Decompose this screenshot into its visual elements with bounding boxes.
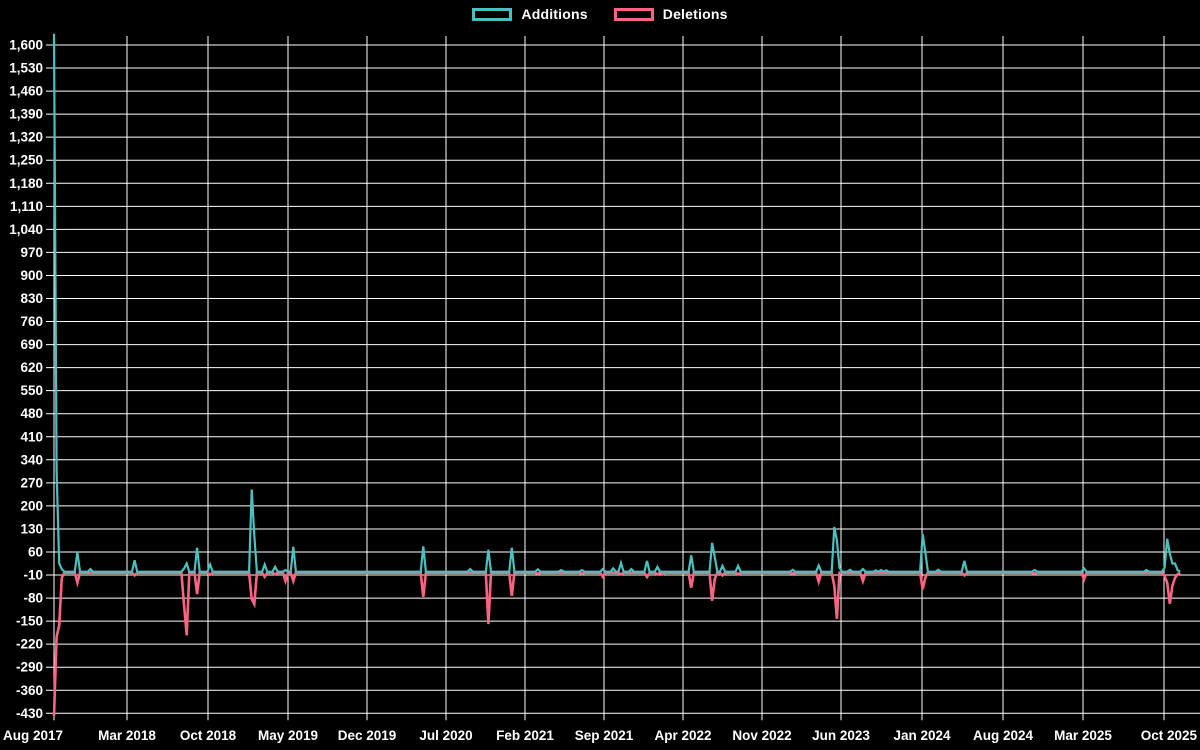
svg-text:-80: -80	[23, 591, 43, 606]
svg-text:Apr 2022: Apr 2022	[654, 728, 711, 743]
svg-text:60: 60	[28, 544, 43, 559]
chart-legend: Additions Deletions	[0, 6, 1200, 22]
svg-text:Jan 2024: Jan 2024	[893, 728, 951, 743]
svg-text:480: 480	[20, 406, 43, 421]
svg-text:1,320: 1,320	[9, 130, 43, 145]
svg-text:970: 970	[20, 245, 43, 260]
legend-label-additions: Additions	[521, 6, 588, 22]
svg-text:May 2019: May 2019	[258, 728, 318, 743]
svg-text:1,040: 1,040	[9, 222, 43, 237]
svg-text:-290: -290	[16, 660, 43, 675]
svg-text:900: 900	[20, 268, 43, 283]
svg-text:-10: -10	[23, 568, 43, 583]
svg-text:Jun 2023: Jun 2023	[812, 728, 870, 743]
svg-text:Oct 2025: Oct 2025	[1141, 728, 1198, 743]
svg-text:1,250: 1,250	[9, 153, 43, 168]
svg-text:830: 830	[20, 291, 43, 306]
svg-text:1,600: 1,600	[9, 38, 43, 53]
svg-text:410: 410	[20, 429, 43, 444]
svg-text:1,110: 1,110	[10, 199, 43, 214]
svg-text:Dec 2019: Dec 2019	[338, 728, 397, 743]
svg-text:-150: -150	[16, 614, 43, 629]
svg-text:Sep 2021: Sep 2021	[575, 728, 634, 743]
svg-text:-220: -220	[16, 637, 43, 652]
svg-text:Aug 2017: Aug 2017	[3, 728, 63, 743]
legend-item-additions[interactable]: Additions	[472, 6, 588, 22]
svg-text:550: 550	[20, 383, 43, 398]
svg-text:Mar 2025: Mar 2025	[1054, 728, 1112, 743]
svg-text:Nov 2022: Nov 2022	[732, 728, 791, 743]
svg-text:690: 690	[20, 337, 43, 352]
svg-text:1,530: 1,530	[9, 61, 43, 76]
svg-text:340: 340	[20, 452, 43, 467]
deletions-swatch-icon	[613, 7, 654, 21]
svg-text:620: 620	[20, 360, 43, 375]
svg-text:1,390: 1,390	[9, 107, 43, 122]
svg-text:1,180: 1,180	[9, 176, 43, 191]
additions-swatch-icon	[472, 7, 513, 21]
svg-text:Aug 2024: Aug 2024	[973, 728, 1034, 743]
svg-text:200: 200	[20, 498, 43, 513]
svg-text:760: 760	[20, 314, 43, 329]
legend-item-deletions[interactable]: Deletions	[613, 6, 728, 22]
legend-label-deletions: Deletions	[662, 6, 728, 22]
svg-text:Oct 2018: Oct 2018	[180, 728, 237, 743]
svg-text:1,460: 1,460	[9, 84, 43, 99]
svg-text:Jul 2020: Jul 2020	[419, 728, 472, 743]
svg-text:-360: -360	[16, 683, 43, 698]
svg-text:Feb 2021: Feb 2021	[496, 728, 554, 743]
svg-text:Mar 2018: Mar 2018	[98, 728, 156, 743]
svg-text:-430: -430	[16, 706, 43, 721]
svg-text:130: 130	[20, 521, 43, 536]
svg-text:270: 270	[20, 475, 43, 490]
